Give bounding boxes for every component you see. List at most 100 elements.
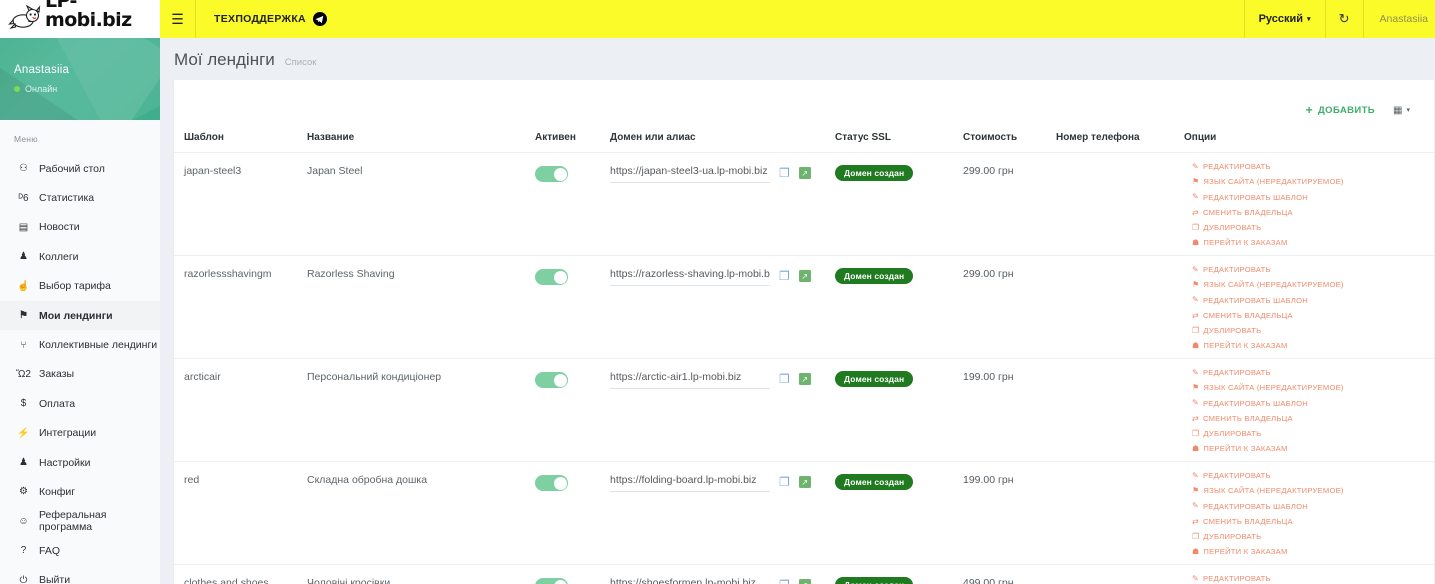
copy-icon[interactable]: ❐ xyxy=(779,475,790,489)
option-link[interactable]: ☗ ПЕРЕЙТИ К ЗАКАЗАМ xyxy=(1192,238,1434,247)
option-link[interactable]: ❐ ДУБЛИРОВАТЬ xyxy=(1192,429,1434,438)
flag-icon: ⚑ xyxy=(1192,383,1200,393)
cell-options: ✎ РЕДАКТИРОВАТЬ ⚑ ЯЗЫК САЙТА (НЕРЕДАКТИРУЕМ… xyxy=(1184,152,1434,256)
sidebar-item-1[interactable]: ᴰ6 Статистика xyxy=(0,183,160,212)
cell-active xyxy=(535,564,610,584)
option-link[interactable]: ✎ РЕДАКТИРОВАТЬ xyxy=(1192,163,1434,171)
active-toggle[interactable] xyxy=(535,475,568,491)
landing-pages-icon: ⚑ xyxy=(19,310,28,322)
option-link[interactable]: ✎ РЕДАКТИРОВАТЬ ШАБЛОН xyxy=(1192,296,1434,304)
option-link[interactable]: ⚑ ЯЗЫК САЙТА (НЕРЕДАКТИРУЕМОЕ) xyxy=(1192,178,1434,186)
sidebar-user-panel[interactable]: Anastasiia Онлайн xyxy=(0,38,160,120)
option-link[interactable]: ❐ ДУБЛИРОВАТЬ xyxy=(1192,223,1434,232)
option-link[interactable]: ☗ ПЕРЕЙТИ К ЗАКАЗАМ xyxy=(1192,547,1434,556)
sidebar-item-13[interactable]: ? FAQ xyxy=(0,536,160,565)
active-toggle[interactable] xyxy=(535,269,568,285)
option-link[interactable]: ✎ РЕДАКТИРОВАТЬ xyxy=(1192,266,1434,274)
add-button[interactable]: + ДОБАВИТЬ xyxy=(1306,104,1375,116)
col-header-template[interactable]: Шаблон xyxy=(174,132,307,153)
sidebar-item-10[interactable]: ♟ Настройки xyxy=(0,448,160,477)
option-label: РЕДАКТИРОВАТЬ ШАБЛОН xyxy=(1202,398,1309,408)
option-link[interactable]: ✎ РЕДАКТИРОВАТЬ ШАБЛОН xyxy=(1192,502,1434,510)
sidebar-item-label: Выйти xyxy=(39,574,71,584)
option-link[interactable]: ❐ ДУБЛИРОВАТЬ xyxy=(1192,532,1434,541)
col-header-price[interactable]: Стоимость xyxy=(963,132,1056,153)
option-link[interactable]: ✎ РЕДАКТИРОВАТЬ ШАБЛОН xyxy=(1192,193,1434,201)
active-toggle[interactable] xyxy=(535,578,568,584)
refresh-icon[interactable]: ↻ xyxy=(1324,0,1363,38)
sidebar-item-label: Коллеги xyxy=(39,250,79,263)
options-list: ✎ РЕДАКТИРОВАТЬ ⚑ ЯЗЫК САЙТА (НЕРЕДАКТИРУЕМ… xyxy=(1184,369,1434,453)
options-list: ✎ РЕДАКТИРОВАТЬ ⚑ ЯЗЫК САЙТА (НЕРЕДАКТИРУЕМ… xyxy=(1184,472,1434,556)
option-link[interactable]: ✎ РЕДАКТИРОВАТЬ ШАБЛОН xyxy=(1192,399,1434,407)
option-link[interactable]: ⚑ ЯЗЫК САЙТА (НЕРЕДАКТИРУЕМОЕ) xyxy=(1192,281,1434,289)
chevron-down-icon: ▾ xyxy=(1406,107,1410,114)
option-label: СМЕНИТЬ ВЛАДЕЛЬЦА xyxy=(1202,516,1293,526)
topbar-spacer xyxy=(345,0,1244,38)
cell-ssl-status: Домен создан xyxy=(835,152,963,256)
hamburger-icon[interactable]: ☰ xyxy=(160,0,196,38)
sidebar-item-11[interactable]: ⚙ Конфиг xyxy=(0,477,160,506)
sidebar-item-label: Мои лендинги xyxy=(39,309,113,322)
logo[interactable]: LP-mobi.biz Конструктор мобильных лендин… xyxy=(0,0,160,38)
col-header-ssl[interactable]: Статус SSL xyxy=(835,132,963,153)
option-link[interactable]: ☗ ПЕРЕЙТИ К ЗАКАЗАМ xyxy=(1192,444,1434,453)
copy-icon[interactable]: ❐ xyxy=(779,578,790,584)
language-selector[interactable]: Русский ▾ xyxy=(1243,0,1325,38)
col-header-domain[interactable]: Домен или алиас xyxy=(610,132,835,153)
col-header-options[interactable]: Опции xyxy=(1184,132,1434,153)
option-link[interactable]: ⇄ СМЕНИТЬ ВЛАДЕЛЬЦА xyxy=(1192,208,1434,217)
option-label: ЯЗЫК САЙТА (НЕРЕДАКТИРУЕМОЕ) xyxy=(1203,280,1344,290)
cell-active xyxy=(535,461,610,565)
domain-input[interactable] xyxy=(610,474,770,492)
column-chooser-button[interactable]: ▦ ▾ xyxy=(1393,105,1410,116)
domain-input[interactable] xyxy=(610,577,770,584)
sidebar-item-5[interactable]: ⚑ Мои лендинги xyxy=(0,300,160,331)
option-link[interactable]: ⇄ СМЕНИТЬ ВЛАДЕЛЬЦА xyxy=(1192,516,1434,526)
col-header-phone[interactable]: Номер телефона xyxy=(1056,132,1184,153)
option-link[interactable]: ☗ ПЕРЕЙТИ К ЗАКАЗАМ xyxy=(1192,340,1434,350)
external-link-icon[interactable]: ↗ xyxy=(798,373,811,385)
option-link[interactable]: ⚑ ЯЗЫК САЙТА (НЕРЕДАКТИРУЕМОЕ) xyxy=(1192,384,1434,392)
external-link-icon[interactable]: ↗ xyxy=(798,270,811,282)
copy-icon[interactable]: ❐ xyxy=(779,166,790,180)
copy-icon[interactable]: ❐ xyxy=(779,372,790,386)
domain-input[interactable] xyxy=(610,165,770,183)
cell-phone xyxy=(1056,255,1184,359)
sidebar-item-8[interactable]: $ Оплата xyxy=(0,389,160,418)
sidebar-item-14[interactable]: ⏻ Выйти xyxy=(0,565,160,584)
sidebar-item-0[interactable]: ⚇ Рабочий стол xyxy=(0,154,160,183)
option-link[interactable]: ✎ РЕДАКТИРОВАТЬ xyxy=(1192,472,1434,480)
cell-name: Razorless Shaving xyxy=(307,255,535,359)
active-toggle[interactable] xyxy=(535,166,568,182)
sidebar-item-4[interactable]: ☝ Выбор тарифа xyxy=(0,272,160,301)
sidebar-item-12[interactable]: ☺ Реферальная программа xyxy=(0,507,160,536)
sidebar-item-2[interactable]: ▤ Новости xyxy=(0,213,160,242)
cell-template: red xyxy=(174,461,307,565)
sidebar-item-9[interactable]: ⚡ Интеграции xyxy=(0,419,160,448)
support-button[interactable]: ТЕХПОДДЕРЖКА xyxy=(196,0,345,38)
external-link-icon[interactable]: ↗ xyxy=(798,476,811,488)
topbar-user[interactable]: Anastasiia xyxy=(1362,0,1435,38)
option-link[interactable]: ⇄ СМЕНИТЬ ВЛАДЕЛЬЦА xyxy=(1192,414,1434,423)
option-link[interactable]: ✎ РЕДАКТИРОВАТЬ xyxy=(1192,369,1434,377)
flag-icon: ⚑ xyxy=(1192,177,1200,187)
option-link[interactable]: ⚑ ЯЗЫК САЙТА (НЕРЕДАКТИРУЕМОЕ) xyxy=(1192,487,1434,495)
col-header-active[interactable]: Активен xyxy=(535,132,610,153)
option-link[interactable]: ⇄ СМЕНИТЬ ВЛАДЕЛЬЦА xyxy=(1192,311,1434,320)
active-toggle[interactable] xyxy=(535,372,568,388)
external-link-icon[interactable]: ↗ xyxy=(798,579,811,584)
sidebar-item-7[interactable]: Ὥ2 Заказы xyxy=(0,360,160,389)
domain-input[interactable] xyxy=(610,371,770,389)
domain-input[interactable] xyxy=(610,268,770,286)
copy-icon[interactable]: ❐ xyxy=(779,269,790,283)
sidebar-item-3[interactable]: ♟ Коллеги xyxy=(0,242,160,271)
external-link-icon[interactable]: ↗ xyxy=(798,167,811,179)
option-link[interactable]: ❐ ДУБЛИРОВАТЬ xyxy=(1192,326,1434,335)
cart-icon: ☗ xyxy=(1192,340,1200,350)
col-header-name[interactable]: Название xyxy=(307,132,535,153)
sidebar-item-6[interactable]: ⑂ Коллективные лендинги xyxy=(0,330,160,359)
cell-name: Чоловічі кросівки xyxy=(307,564,535,584)
option-link[interactable]: ✎ РЕДАКТИРОВАТЬ xyxy=(1192,575,1434,583)
